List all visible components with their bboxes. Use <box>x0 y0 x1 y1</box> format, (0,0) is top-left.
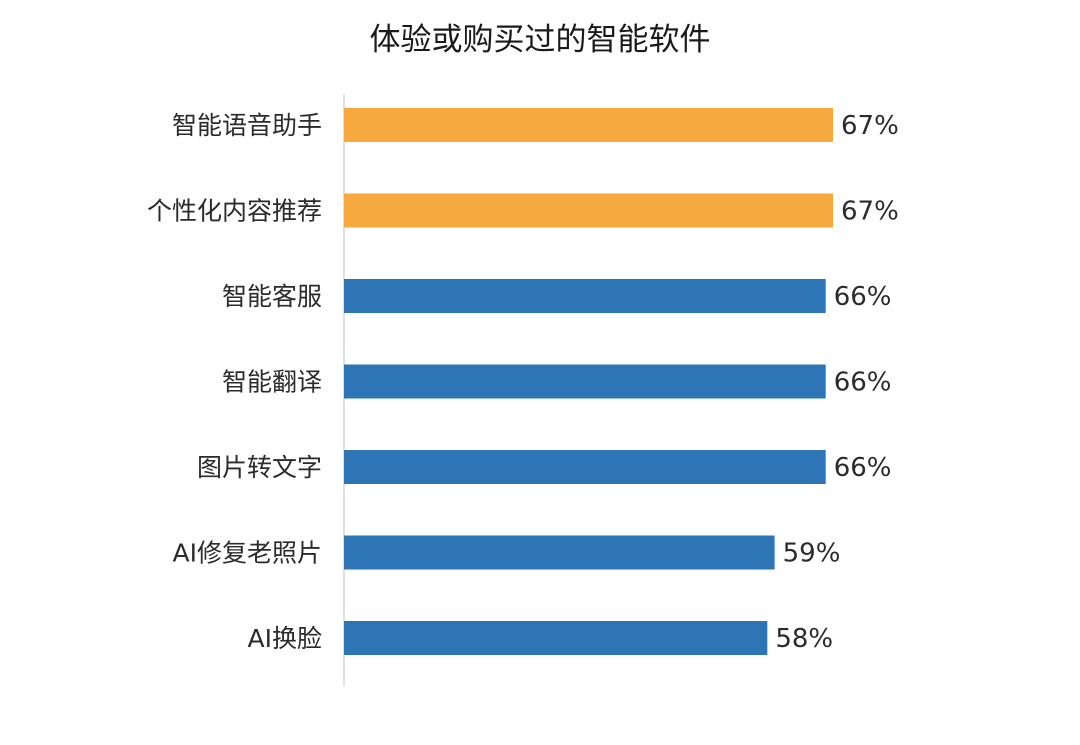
category-label-0: 智能语音助手 <box>172 111 322 140</box>
category-label-3: 智能翻译 <box>222 368 322 397</box>
bar-4 <box>344 450 826 484</box>
bars-group <box>344 108 833 655</box>
bar-5 <box>344 535 775 570</box>
value-label-0: 67% <box>841 111 899 141</box>
value-labels: 67% 67% 66% 66% 66% 59% 58% <box>775 111 898 654</box>
category-label-5: AI修复老照片 <box>173 539 322 568</box>
bar-6 <box>344 621 768 655</box>
category-label-1: 个性化内容推荐 <box>147 197 322 226</box>
value-label-3: 66% <box>834 368 892 398</box>
bar-3 <box>344 364 826 399</box>
value-label-6: 58% <box>775 624 833 654</box>
value-label-5: 59% <box>783 539 841 569</box>
bar-1 <box>344 193 833 228</box>
category-label-4: 图片转文字 <box>197 453 322 482</box>
bar-2 <box>344 279 826 313</box>
bar-0 <box>344 108 833 142</box>
category-label-2: 智能客服 <box>222 282 322 311</box>
chart-title: 体验或购买过的智能软件 <box>370 22 711 58</box>
category-label-6: AI换脸 <box>248 624 322 653</box>
value-label-1: 67% <box>841 197 899 227</box>
value-label-4: 66% <box>834 453 892 483</box>
value-label-2: 66% <box>834 282 892 312</box>
